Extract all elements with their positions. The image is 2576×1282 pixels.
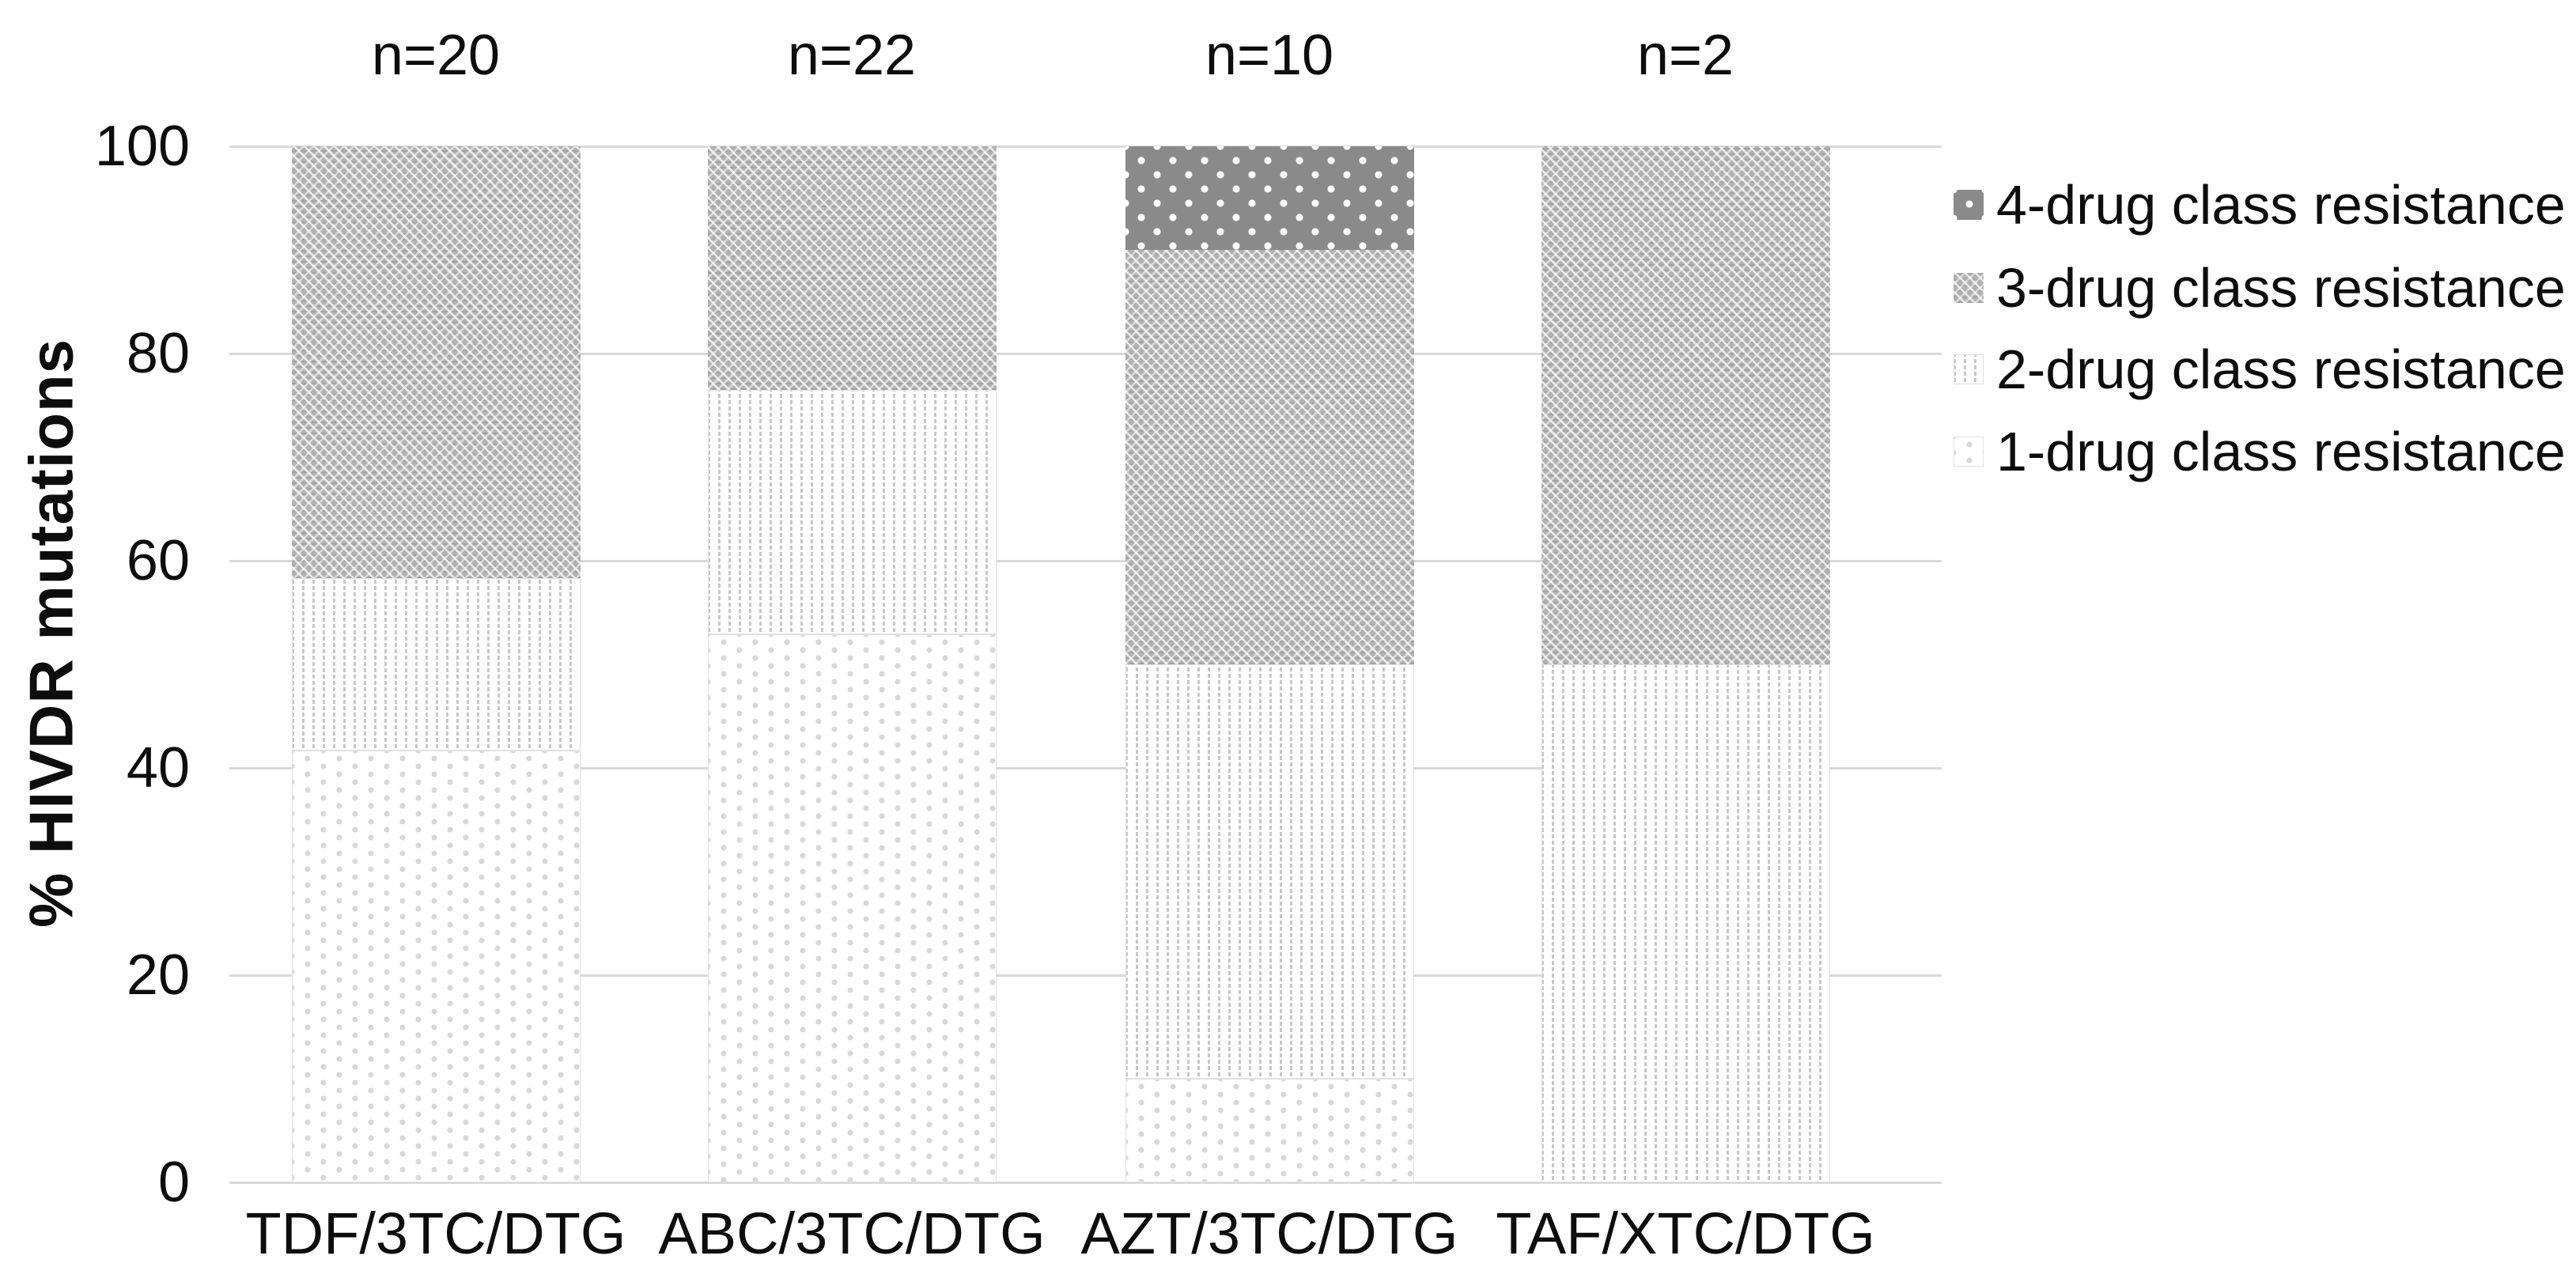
legend-item-label: 3-drug class resistance [1996, 257, 2566, 319]
legend-item: 1-drug class resistance [1954, 415, 2566, 488]
gridline [229, 353, 1942, 355]
legend-item: 4-drug class resistance [1954, 168, 2566, 241]
bar-segment-1-drug [1125, 1079, 1414, 1182]
y-tick-label: 20 [126, 944, 190, 1007]
bar-segment-1-drug [291, 750, 581, 1182]
legend-item-label: 1-drug class resistance [1996, 421, 2566, 482]
bar-segment-2-drug [1541, 664, 1830, 1182]
x-category-label: ABC/3TC/DTG [658, 1201, 1046, 1266]
legend-swatch-1-drug-icon [1954, 437, 1984, 467]
gridline [229, 146, 1942, 148]
bar-segment-4-drug [1125, 146, 1414, 250]
legend-swatch-4-drug-icon [1954, 190, 1984, 220]
gridline [229, 974, 1942, 977]
x-category-label: AZT/3TC/DTG [1080, 1201, 1458, 1266]
bar-segment-2-drug [707, 389, 997, 634]
bar-segment-3-drug [1125, 250, 1414, 664]
y-tick-label: 100 [94, 115, 190, 178]
x-category-label: TAF/XTC/DTG [1496, 1201, 1875, 1266]
x-category-label: TDF/3TC/DTG [245, 1201, 626, 1266]
y-tick-label: 40 [126, 736, 190, 800]
y-tick-label: 80 [126, 322, 190, 385]
legend-swatch-2-drug-icon [1954, 354, 1984, 384]
legend-item-label: 2-drug class resistance [1996, 338, 2566, 400]
bar-segment-2-drug [291, 578, 581, 751]
gridline [229, 767, 1942, 770]
bar-segment-1-drug [707, 634, 997, 1182]
bar-segment-2-drug [1125, 664, 1414, 1079]
bar-n-label: n=20 [371, 23, 501, 87]
legend-swatch-3-drug-icon [1954, 273, 1984, 303]
bar-n-label: n=22 [787, 23, 917, 87]
bar-n-label: n=10 [1205, 23, 1334, 87]
legend-item-label: 4-drug class resistance [1996, 174, 2566, 236]
y-tick-label: 0 [157, 1151, 190, 1214]
bar-segment-3-drug [1541, 146, 1830, 664]
bar-segment-3-drug [291, 146, 581, 579]
gridline [229, 560, 1942, 562]
bar-n-label: n=2 [1636, 23, 1734, 87]
y-tick-label: 60 [126, 529, 190, 592]
legend-item: 2-drug class resistance [1954, 333, 2566, 406]
bar-segment-3-drug [707, 146, 997, 390]
legend-item: 3-drug class resistance [1954, 251, 2566, 324]
gridline [229, 1182, 1942, 1184]
